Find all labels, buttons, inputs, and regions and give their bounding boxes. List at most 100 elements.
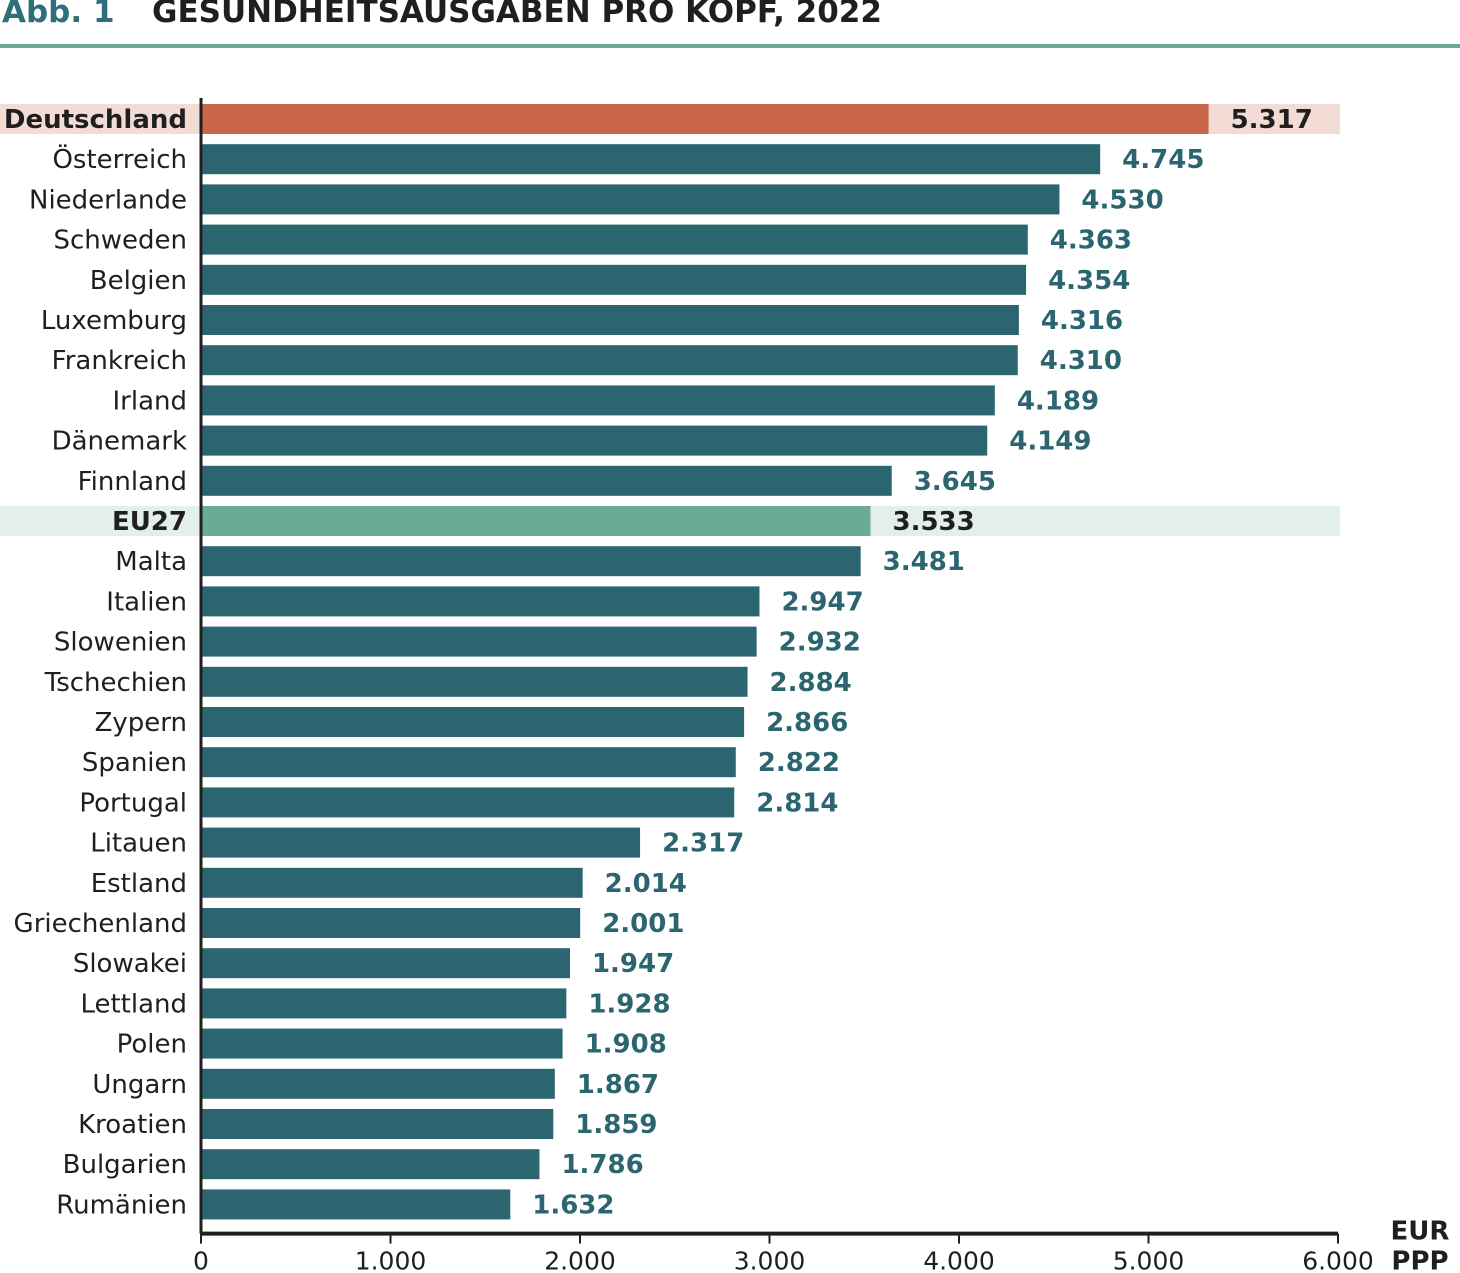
- value-label-eu27: 3.533: [893, 507, 975, 537]
- category-label-griechenland: Griechenland: [14, 909, 187, 939]
- bar-malta: [201, 546, 861, 577]
- category-label-osterreich: Österreich: [52, 143, 187, 175]
- value-label-danemark: 4.149: [1009, 427, 1091, 457]
- bar-bulgarien: [201, 1149, 540, 1180]
- category-label-portugal: Portugal: [79, 788, 187, 818]
- x-tick-label: 6.000: [1302, 1247, 1374, 1273]
- category-label-spanien: Spanien: [82, 748, 187, 778]
- bar-schweden: [201, 224, 1028, 255]
- value-label-slowakei: 1.947: [592, 949, 674, 979]
- bar-litauen: [201, 827, 641, 858]
- category-label-danemark: Dänemark: [52, 427, 187, 457]
- value-label-frankreich: 4.310: [1040, 346, 1122, 376]
- value-label-malta: 3.481: [883, 547, 965, 577]
- bar-zypern: [201, 707, 745, 737]
- category-label-estland: Estland: [91, 869, 187, 899]
- x-tick-label: 4.000: [923, 1247, 995, 1273]
- category-label-slowakei: Slowakei: [73, 949, 187, 979]
- value-label-irland: 4.189: [1017, 386, 1099, 416]
- x-tick-label: 2.000: [544, 1247, 616, 1273]
- category-label-polen: Polen: [117, 1030, 187, 1060]
- bar-estland: [201, 867, 583, 898]
- value-label-slowenien: 2.932: [779, 628, 861, 658]
- bar-kroatien: [201, 1109, 554, 1139]
- bar-rumanien: [201, 1189, 511, 1220]
- bar-frankreich: [201, 345, 1018, 376]
- value-label-polen: 1.908: [585, 1030, 667, 1060]
- bar-slowenien: [201, 626, 757, 657]
- category-label-lettland: Lettland: [80, 989, 187, 1019]
- value-label-zypern: 2.866: [766, 708, 848, 738]
- bar-lettland: [201, 988, 567, 1019]
- chart-title: GESUNDHEITSAUSGABEN PRO KOPF, 2022: [152, 0, 882, 30]
- value-label-spanien: 2.822: [758, 748, 840, 778]
- bar-osterreich: [201, 144, 1101, 175]
- category-label-luxemburg: Luxemburg: [41, 306, 187, 336]
- header-rule: [0, 44, 1460, 48]
- figure-header: Abb. 1 GESUNDHEITSAUSGABEN PRO KOPF, 202…: [0, 0, 1460, 50]
- category-label-tschechien: Tschechien: [44, 668, 187, 698]
- category-label-kroatien: Kroatien: [78, 1110, 187, 1140]
- value-label-finnland: 3.645: [914, 467, 996, 497]
- category-label-schweden: Schweden: [53, 226, 187, 256]
- bars: [201, 104, 1209, 1220]
- bar-portugal: [201, 787, 735, 818]
- category-label-niederlande: Niederlande: [29, 185, 187, 215]
- bar-slowakei: [201, 948, 570, 979]
- value-label-belgien: 4.354: [1048, 266, 1130, 296]
- category-label-deutschland: Deutschland: [4, 105, 187, 135]
- category-label-slowenien: Slowenien: [54, 628, 187, 658]
- bar-finnland: [201, 465, 892, 496]
- value-label-rumanien: 1.632: [532, 1190, 614, 1220]
- bar-irland: [201, 385, 995, 416]
- value-label-niederlande: 4.530: [1081, 185, 1163, 215]
- value-label-litauen: 2.317: [662, 829, 744, 859]
- value-label-deutschland: 5.317: [1231, 105, 1313, 135]
- category-labels: Deutschland Österreich Niederlande Schweden…: [4, 105, 187, 1220]
- x-tick-label: 1.000: [355, 1247, 427, 1273]
- bar-griechenland: [201, 908, 581, 938]
- bar-eu27: [201, 506, 871, 536]
- category-label-belgien: Belgien: [90, 266, 187, 296]
- bar-deutschland: [201, 104, 1209, 134]
- category-label-italien: Italien: [106, 587, 187, 617]
- bar-italien: [201, 586, 760, 617]
- category-label-bulgarien: Bulgarien: [63, 1150, 187, 1180]
- category-label-zypern: Zypern: [95, 708, 187, 738]
- bar-tschechien: [201, 666, 748, 697]
- category-label-rumanien: Rumänien: [56, 1190, 187, 1220]
- bar-danemark: [201, 425, 988, 456]
- value-label-schweden: 4.363: [1050, 226, 1132, 256]
- value-label-bulgarien: 1.786: [561, 1150, 643, 1180]
- bar-spanien: [201, 747, 736, 778]
- bar-ungarn: [201, 1068, 555, 1099]
- value-label-kroatien: 1.859: [575, 1110, 657, 1140]
- value-label-luxemburg: 4.316: [1041, 306, 1123, 336]
- x-tick-label: 0: [193, 1247, 209, 1273]
- bar-belgien: [201, 264, 1027, 295]
- category-label-malta: Malta: [115, 547, 187, 577]
- x-unit-label-1: EUR: [1391, 1217, 1450, 1247]
- value-label-ungarn: 1.867: [577, 1070, 659, 1100]
- x-tick-label: 3.000: [734, 1247, 806, 1273]
- value-label-lettland: 1.928: [588, 989, 670, 1019]
- category-label-frankreich: Frankreich: [52, 346, 187, 376]
- value-label-italien: 2.947: [781, 587, 863, 617]
- value-label-portugal: 2.814: [756, 788, 838, 818]
- value-label-estland: 2.014: [605, 869, 687, 899]
- category-label-eu27: EU27: [112, 507, 187, 537]
- category-label-finnland: Finnland: [78, 467, 187, 497]
- value-label-osterreich: 4.745: [1122, 145, 1204, 175]
- value-label-tschechien: 2.884: [770, 668, 852, 698]
- category-label-ungarn: Ungarn: [92, 1070, 187, 1100]
- x-tick-label: 5.000: [1113, 1247, 1185, 1273]
- category-label-litauen: Litauen: [90, 829, 187, 859]
- bar-luxemburg: [201, 305, 1019, 335]
- bar-polen: [201, 1028, 563, 1059]
- category-label-irland: Irland: [113, 386, 188, 416]
- x-unit-label-2: PPP: [1391, 1247, 1448, 1273]
- bar-niederlande: [201, 184, 1060, 215]
- value-labels: 5.317 4.745 4.530 4.363 4.354 4.316 4.310 4.189…: [532, 105, 1313, 1220]
